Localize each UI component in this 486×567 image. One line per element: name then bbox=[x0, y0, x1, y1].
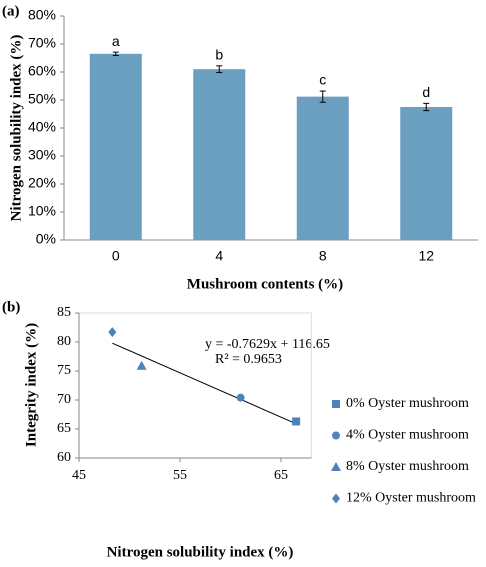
error-bar bbox=[216, 65, 223, 74]
annotation: b bbox=[215, 47, 223, 63]
x-tick-label: 0 bbox=[112, 248, 120, 264]
x-tick-label: 55 bbox=[173, 468, 187, 483]
bar bbox=[89, 53, 142, 240]
y-tick-label: 60% bbox=[28, 63, 56, 79]
legend-label: 4% Oyster mushroom bbox=[346, 428, 469, 443]
trendline bbox=[112, 342, 297, 425]
legend-marker bbox=[332, 400, 340, 408]
y-tick-label: 20% bbox=[28, 175, 56, 191]
x-tick-label: 8 bbox=[319, 248, 327, 264]
marker bbox=[136, 360, 147, 370]
marker bbox=[108, 327, 117, 338]
error-bar bbox=[112, 51, 119, 56]
panel-label: (a) bbox=[2, 3, 20, 19]
y-tick-label: 80 bbox=[57, 334, 71, 349]
x-axis-title: Mushroom contents (%) bbox=[187, 276, 343, 292]
y-axis-title: Nitrogen solubility index (%) bbox=[8, 35, 24, 222]
y-tick-label: 50% bbox=[28, 91, 56, 107]
marker bbox=[292, 417, 301, 426]
y-tick-label: 0% bbox=[36, 231, 56, 247]
y-tick-label: 70% bbox=[28, 35, 56, 51]
annotation: c bbox=[319, 72, 326, 88]
y-tick-label: 85 bbox=[57, 305, 71, 320]
y-tick-label: 70 bbox=[57, 392, 71, 407]
bar bbox=[296, 96, 349, 240]
x-axis-title: Nitrogen solubility index (%) bbox=[107, 544, 294, 560]
y-tick-label: 80% bbox=[28, 7, 56, 23]
legend-label: 12% Oyster mushroom bbox=[346, 491, 476, 506]
trendline-equation: y = -0.7629x + 116.65 bbox=[205, 337, 330, 352]
y-axis-title: Integrity index (%) bbox=[23, 323, 39, 447]
y-tick-label: 40% bbox=[28, 119, 56, 135]
legend-label: 8% Oyster mushroom bbox=[346, 459, 469, 474]
panel-label: (b) bbox=[2, 299, 20, 315]
bar bbox=[400, 107, 453, 240]
legend-label: 0% Oyster mushroom bbox=[346, 396, 469, 411]
annotation: d bbox=[422, 84, 430, 100]
marker bbox=[236, 393, 245, 402]
error-bar bbox=[423, 102, 430, 112]
x-tick-label: 4 bbox=[215, 248, 223, 264]
legend-marker bbox=[331, 462, 341, 471]
y-tick-label: 30% bbox=[28, 147, 56, 163]
x-tick-label: 65 bbox=[274, 468, 288, 483]
x-tick-label: 45 bbox=[72, 468, 86, 483]
legend-marker bbox=[332, 493, 340, 504]
y-tick-label: 75 bbox=[57, 363, 71, 378]
legend-marker bbox=[332, 431, 340, 440]
y-tick-label: 60 bbox=[57, 450, 71, 465]
x-tick-label: 12 bbox=[418, 248, 434, 264]
bar bbox=[193, 69, 246, 240]
error-bar bbox=[319, 90, 326, 103]
y-tick-label: 10% bbox=[28, 203, 56, 219]
annotation: a bbox=[112, 33, 120, 49]
trendline-r2: R² = 0.9653 bbox=[215, 352, 282, 367]
y-tick-label: 65 bbox=[57, 421, 71, 436]
